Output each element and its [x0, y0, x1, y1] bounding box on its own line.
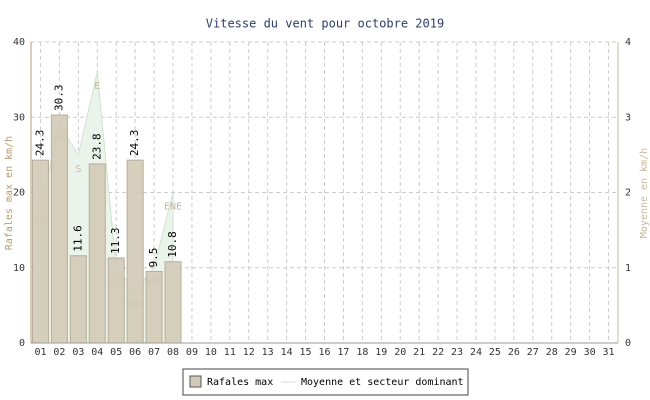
value-label: 23.8 — [90, 133, 103, 160]
value-label: 9.5 — [147, 248, 160, 268]
x-tick-label: 15 — [300, 347, 312, 358]
bar — [69, 255, 87, 344]
x-tick-label: 29 — [565, 347, 577, 358]
x-tick-label: 14 — [281, 347, 293, 358]
x-tick-label: 05 — [110, 347, 122, 358]
x-tick-label: 07 — [148, 347, 160, 358]
y-axis-label: Rafales max en km/h — [4, 136, 15, 250]
legend-swatch — [189, 375, 202, 388]
x-tick-label: 20 — [394, 347, 406, 358]
legend-label: Moyenne et secteur dominant — [301, 377, 464, 388]
x-tick-label: 21 — [413, 347, 425, 358]
value-label: 30.3 — [52, 84, 65, 111]
y2-tick-label: 1 — [625, 263, 631, 274]
x-tick-label: 16 — [318, 347, 330, 358]
bar — [107, 257, 125, 344]
y-tick-label: 20 — [13, 188, 25, 199]
x-tick-label: 27 — [527, 347, 539, 358]
x-tick-label: 06 — [129, 347, 141, 358]
x-tick-label: 12 — [243, 347, 255, 358]
bar — [126, 159, 144, 344]
value-label: 10.8 — [166, 231, 179, 258]
x-tick-label: 28 — [546, 347, 558, 358]
y2-tick-label: 3 — [625, 112, 631, 123]
x-tick-label: 23 — [451, 347, 463, 358]
y-tick-label: 0 — [19, 338, 25, 349]
chart-title: Vitesse du vent pour octobre 2019 — [206, 17, 444, 31]
y2-tick-label: 4 — [625, 37, 631, 48]
bar — [164, 261, 182, 344]
legend — [182, 368, 469, 396]
y-tick-label: 30 — [13, 112, 25, 123]
x-tick-label: 01 — [34, 347, 46, 358]
y2-tick-label: 0 — [625, 338, 631, 349]
x-tick-label: 08 — [167, 347, 179, 358]
x-tick-label: 04 — [91, 347, 103, 358]
x-tick-label: 09 — [186, 347, 198, 358]
x-tick-label: 24 — [470, 347, 482, 358]
x-tick-label: 31 — [603, 347, 615, 358]
y-tick-label: 40 — [13, 37, 25, 48]
bar — [88, 163, 106, 344]
x-tick-label: 18 — [356, 347, 368, 358]
x-tick-label: 11 — [224, 347, 236, 358]
y-tick-label: 10 — [13, 263, 25, 274]
x-tick-label: 26 — [508, 347, 520, 358]
sector-label: ENE — [164, 202, 182, 213]
bar — [50, 114, 68, 344]
legend-label: Rafales max — [207, 377, 273, 388]
value-label: 11.3 — [109, 227, 122, 254]
x-tick-label: 19 — [375, 347, 387, 358]
sector-label: S — [75, 164, 81, 175]
value-label: 24.3 — [33, 130, 46, 157]
value-label: 24.3 — [128, 130, 141, 157]
x-tick-label: 10 — [205, 347, 217, 358]
bar — [31, 159, 49, 344]
y2-tick-label: 2 — [625, 188, 631, 199]
x-tick-label: 02 — [53, 347, 65, 358]
sector-label: E — [94, 81, 100, 92]
value-label: 11.6 — [71, 225, 84, 252]
x-tick-label: 03 — [72, 347, 84, 358]
bar — [145, 271, 163, 344]
x-tick-label: 25 — [489, 347, 501, 358]
y2-axis-label: Moyenne en km/h — [639, 148, 650, 238]
x-tick-label: 30 — [584, 347, 596, 358]
x-tick-label: 13 — [262, 347, 274, 358]
x-tick-label: 22 — [432, 347, 444, 358]
x-tick-label: 17 — [337, 347, 349, 358]
